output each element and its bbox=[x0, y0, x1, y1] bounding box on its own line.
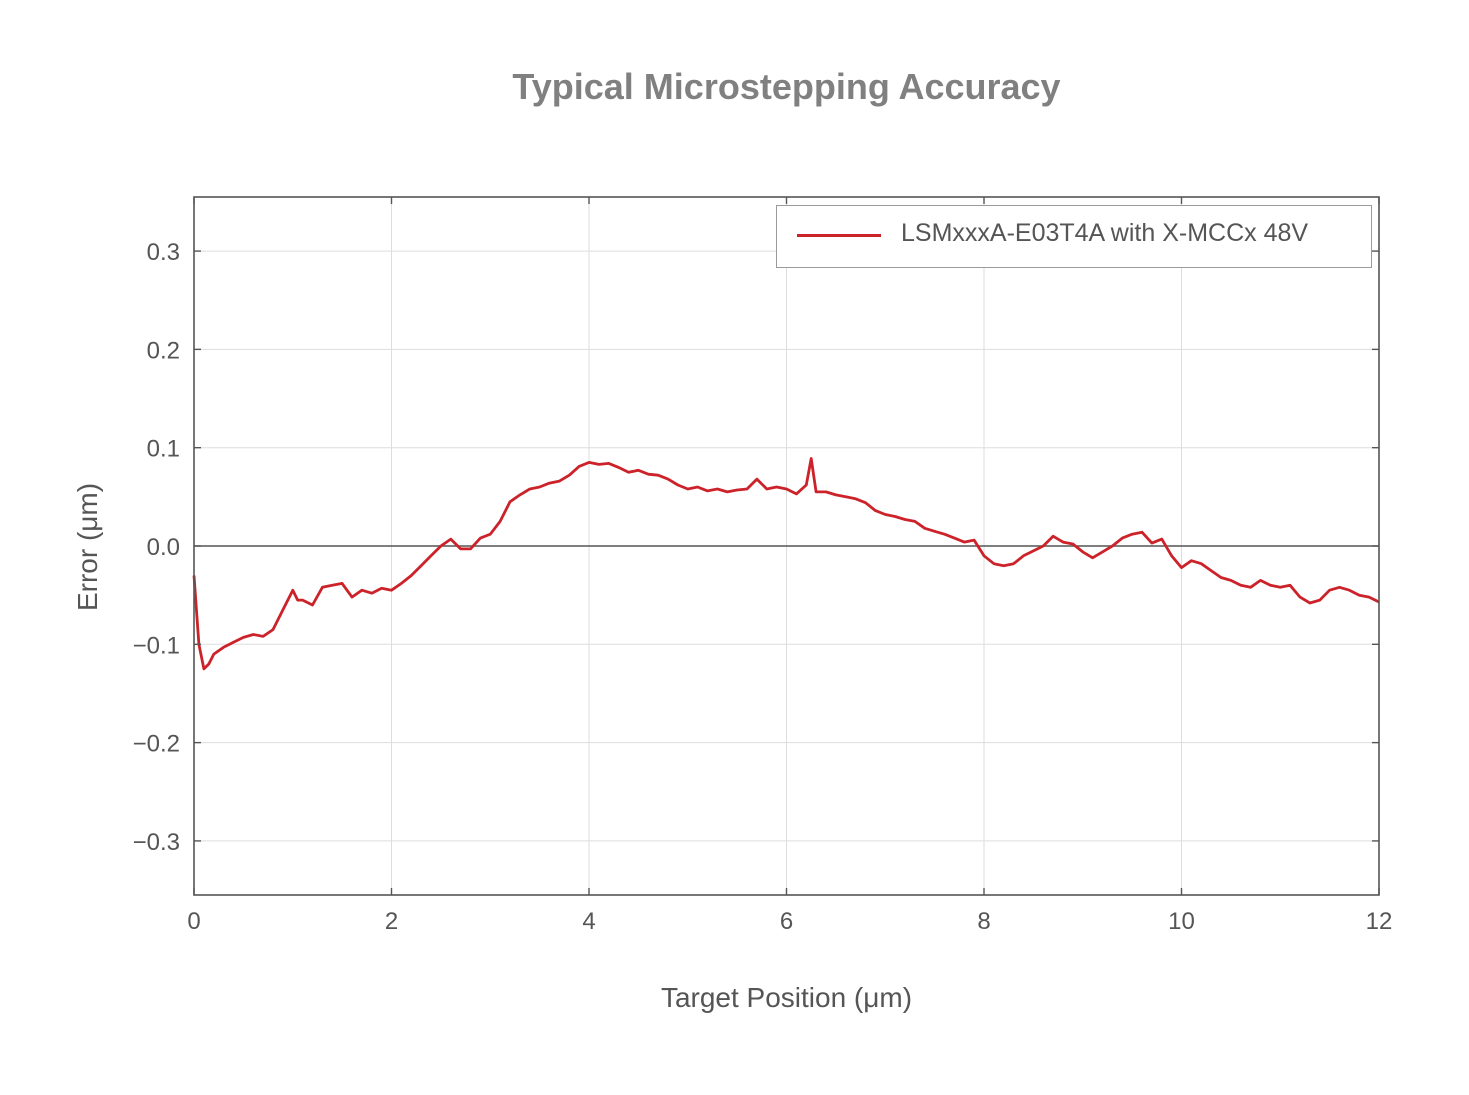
y-tick-label: 0.1 bbox=[147, 436, 180, 463]
y-axis-label: Error (μm) bbox=[72, 482, 103, 612]
y-tick-label: −0.1 bbox=[133, 632, 180, 659]
x-axis-label: Target Position (μm) bbox=[660, 982, 913, 1013]
x-tick-label: 12 bbox=[1366, 908, 1393, 935]
x-tick-label: 0 bbox=[187, 908, 200, 935]
chart-title: Typical Microstepping Accuracy bbox=[512, 66, 1061, 107]
series-layer bbox=[192, 457, 1380, 671]
legend-swatch bbox=[797, 234, 881, 237]
legend: LSMxxxA-E03T4A with X-MCCx 48V bbox=[776, 205, 1372, 268]
x-tick-label: 6 bbox=[780, 908, 793, 935]
y-tick-label: −0.3 bbox=[133, 829, 180, 856]
y-tick-label: 0.0 bbox=[147, 534, 180, 561]
y-tick-label: 0.2 bbox=[147, 337, 180, 364]
tick-labels: 0 2 4 6 8 10 12 0.3 0.2 0.1 0.0 −0.1 −0.2 −0.3 bbox=[133, 239, 1393, 935]
series-line bbox=[192, 457, 1380, 671]
y-tick-label: 0.3 bbox=[147, 239, 180, 266]
x-tick-label: 10 bbox=[1168, 908, 1195, 935]
x-tick-label: 2 bbox=[385, 908, 398, 935]
legend-label: LSMxxxA-E03T4A with X-MCCx 48V bbox=[901, 219, 1309, 247]
tick-marks bbox=[193, 197, 1380, 895]
y-tick-label: −0.2 bbox=[133, 731, 180, 758]
x-tick-label: 8 bbox=[977, 908, 990, 935]
x-tick-label: 4 bbox=[582, 908, 595, 935]
